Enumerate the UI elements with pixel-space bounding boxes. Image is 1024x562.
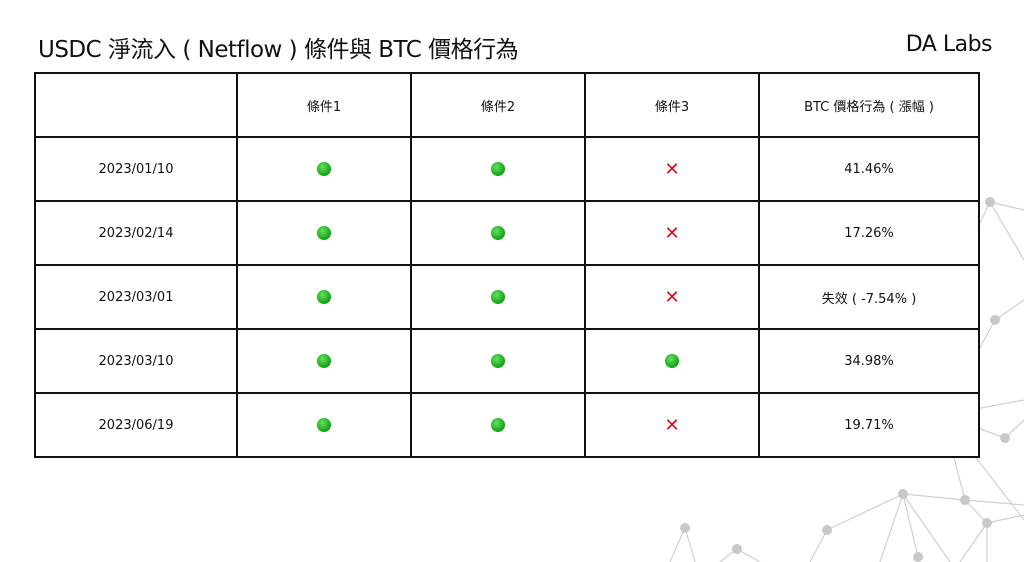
condition-1-cell (236, 136, 412, 202)
date-cell: 2023/02/14 (34, 200, 238, 266)
condition-1-cell (236, 328, 412, 394)
brand-logo: DA Labs (905, 32, 993, 57)
conditions-table: 條件1 條件2 條件3 BTC 價格行為 ( 漲幅 ) 2023/01/10 ✕ 4… (34, 72, 980, 458)
green-circle-icon (665, 354, 679, 368)
table-row: 2023/01/10 ✕ 41.46% (34, 136, 980, 202)
btc-result-cell: 17.26% (758, 200, 980, 266)
green-circle-icon (491, 226, 505, 240)
green-circle-icon (491, 162, 505, 176)
btc-result-cell: 19.71% (758, 392, 980, 458)
table-row: 2023/03/10 34.98% (34, 328, 980, 394)
header-condition-3: 條件3 (584, 72, 760, 138)
condition-3-cell: ✕ (584, 392, 760, 458)
date-cell: 2023/06/19 (34, 392, 238, 458)
condition-2-cell (410, 200, 586, 266)
green-circle-icon (317, 162, 331, 176)
date-cell: 2023/01/10 (34, 136, 238, 202)
condition-1-cell (236, 392, 412, 458)
header-condition-2: 條件2 (410, 72, 586, 138)
condition-3-cell: ✕ (584, 200, 760, 266)
table-row: 2023/03/01 ✕ 失效 ( -7.54% ) (34, 264, 980, 330)
header-condition-1: 條件1 (236, 72, 412, 138)
table-row: 2023/02/14 ✕ 17.26% (34, 200, 980, 266)
header-btc-price: BTC 價格行為 ( 漲幅 ) (758, 72, 980, 138)
condition-1-cell (236, 264, 412, 330)
table-row: 2023/06/19 ✕ 19.71% (34, 392, 980, 458)
condition-3-cell: ✕ (584, 136, 760, 202)
condition-2-cell (410, 328, 586, 394)
green-circle-icon (491, 290, 505, 304)
table-header-row: 條件1 條件2 條件3 BTC 價格行為 ( 漲幅 ) (34, 72, 980, 138)
date-cell: 2023/03/10 (34, 328, 238, 394)
green-circle-icon (317, 290, 331, 304)
condition-3-cell (584, 328, 760, 394)
btc-result-cell: 41.46% (758, 136, 980, 202)
red-x-icon: ✕ (664, 286, 680, 308)
condition-2-cell (410, 264, 586, 330)
green-circle-icon (491, 354, 505, 368)
green-circle-icon (491, 418, 505, 432)
green-circle-icon (317, 354, 331, 368)
condition-2-cell (410, 392, 586, 458)
red-x-icon: ✕ (664, 158, 680, 180)
btc-result-cell: 34.98% (758, 328, 980, 394)
red-x-icon: ✕ (664, 222, 680, 244)
green-circle-icon (317, 226, 331, 240)
condition-3-cell: ✕ (584, 264, 760, 330)
date-cell: 2023/03/01 (34, 264, 238, 330)
green-circle-icon (317, 418, 331, 432)
condition-2-cell (410, 136, 586, 202)
btc-result-cell: 失效 ( -7.54% ) (758, 264, 980, 330)
red-x-icon: ✕ (664, 414, 680, 436)
header-cell-empty (34, 72, 238, 138)
condition-1-cell (236, 200, 412, 266)
page-title: USDC 淨流入 ( Netflow ) 條件與 BTC 價格行為 (38, 37, 519, 63)
